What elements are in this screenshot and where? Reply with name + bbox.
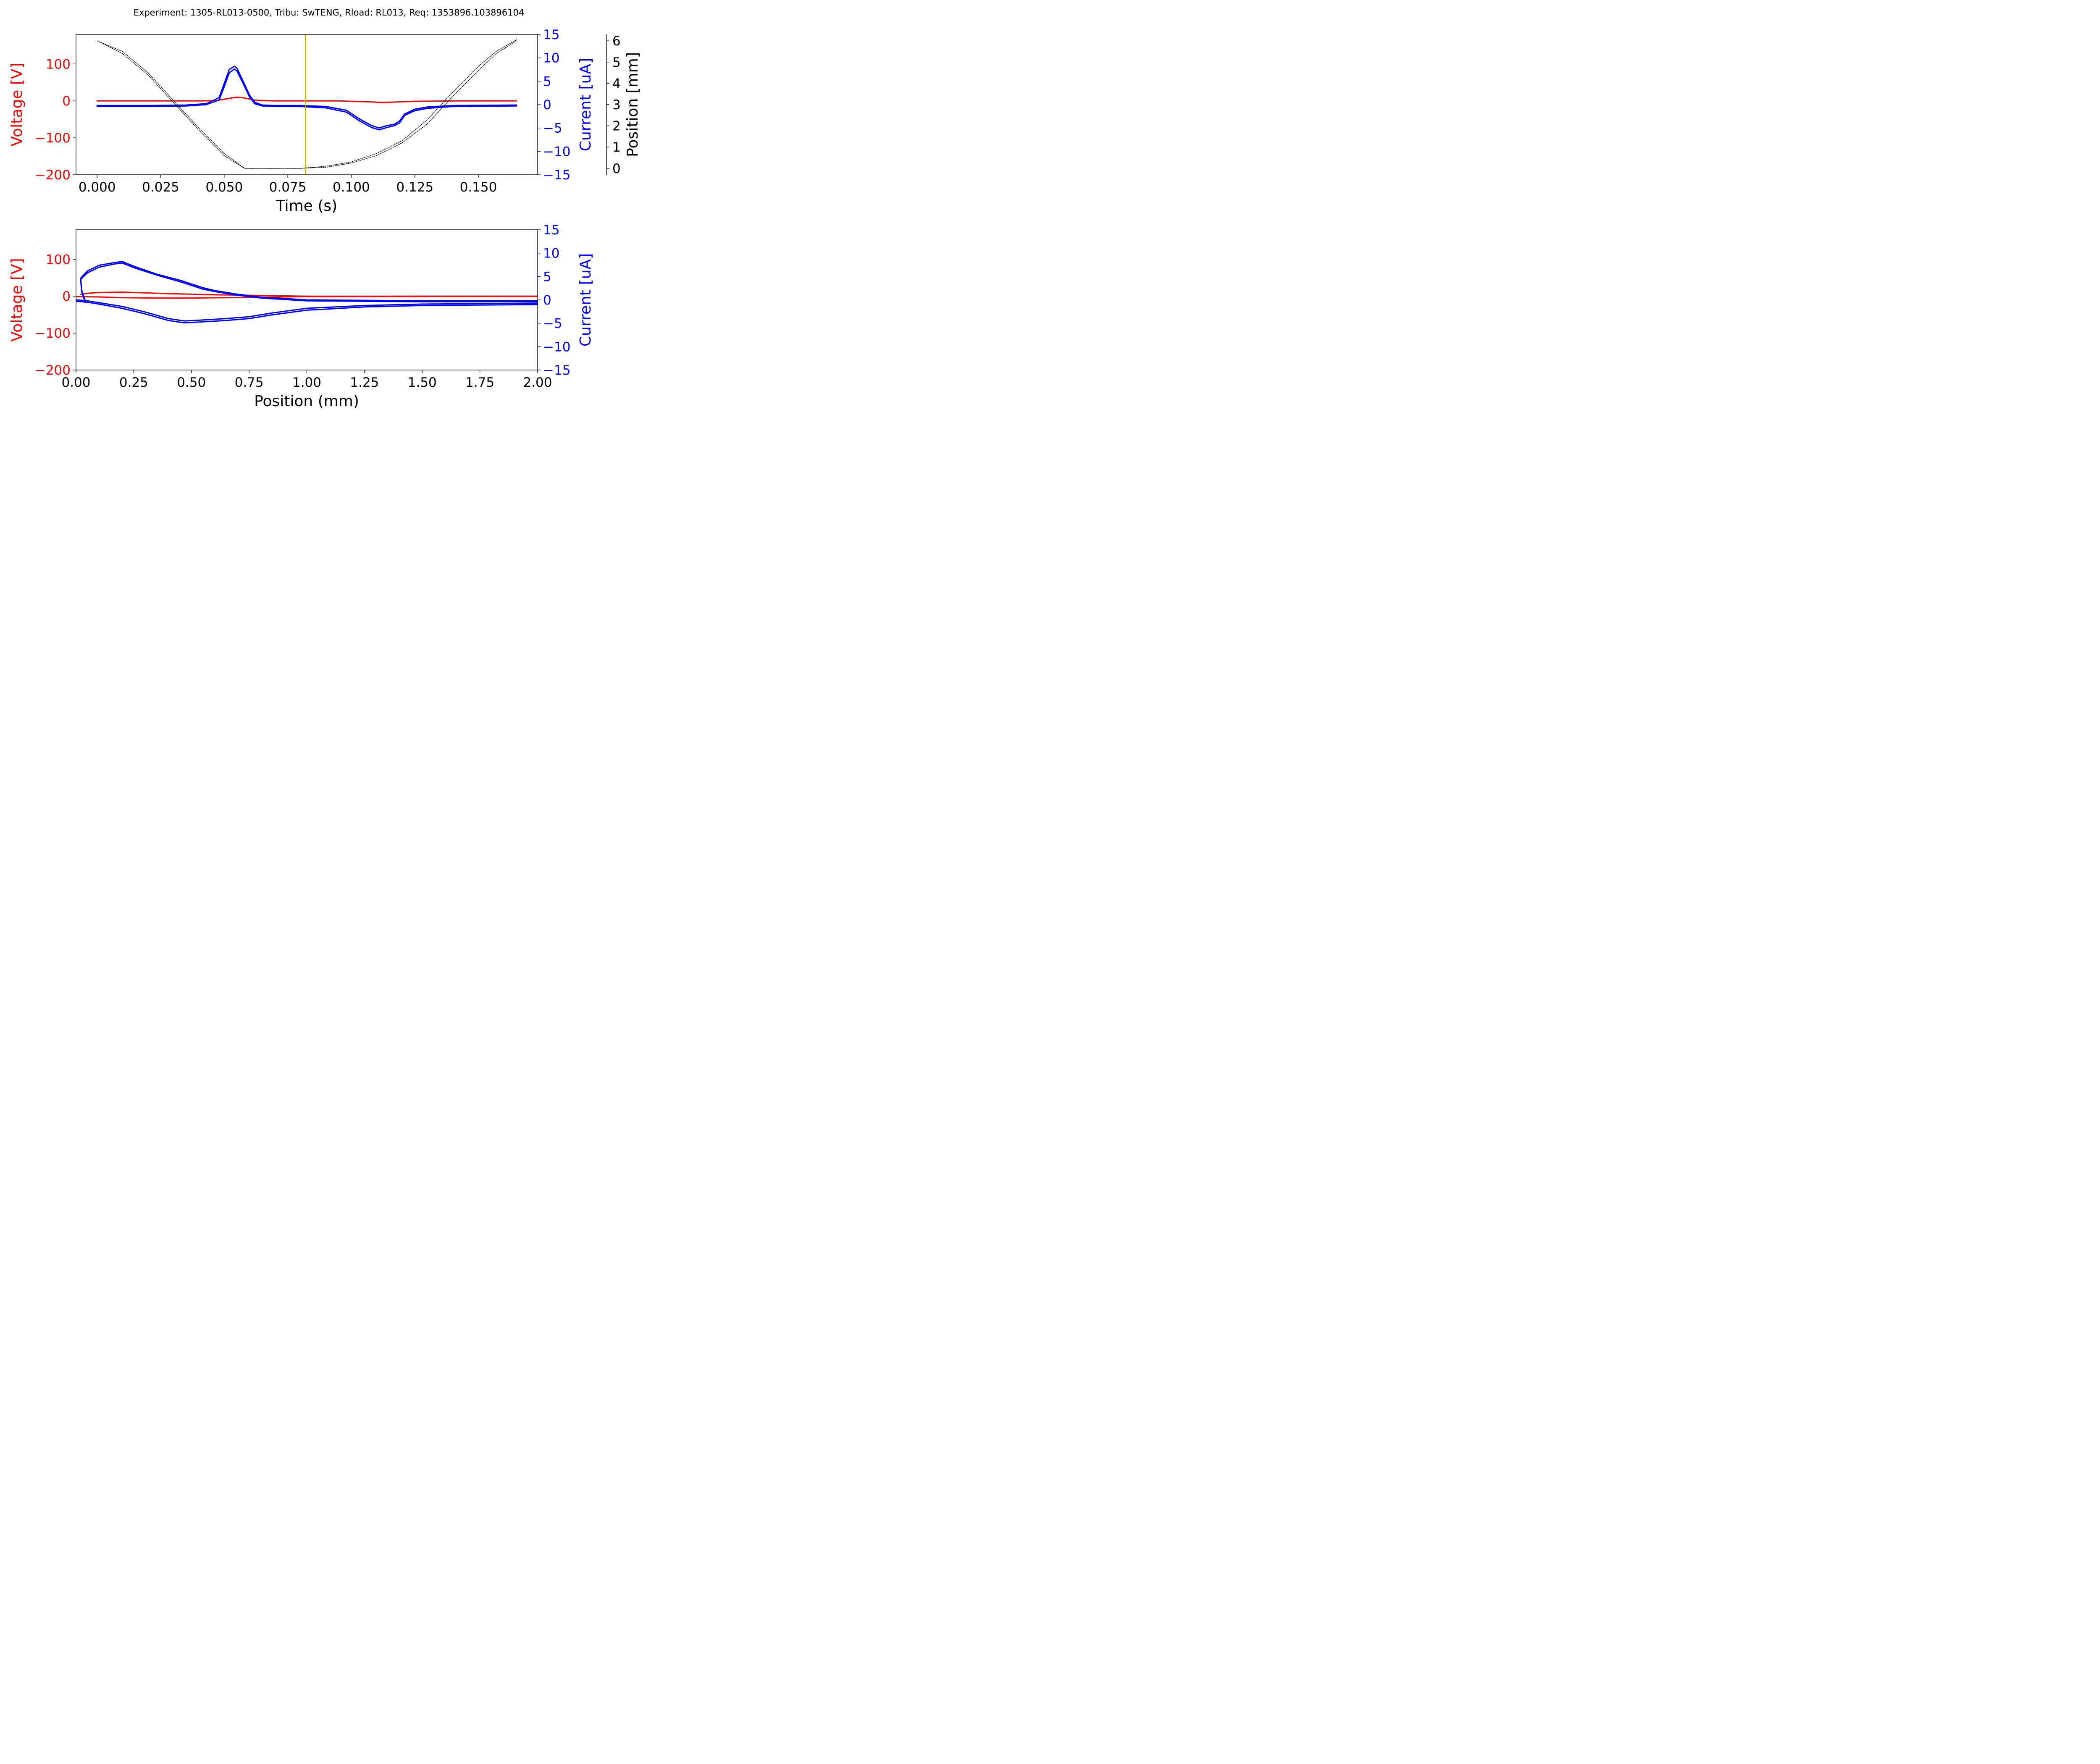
position-y-tick-label: 100 — [46, 252, 71, 267]
position-voltage-series-1 — [76, 295, 538, 299]
position-axis-tick-label: 3 — [612, 97, 621, 113]
position-y2-tick-label: 10 — [543, 246, 559, 261]
position-current-series-3 — [80, 262, 538, 303]
position-y2-axis-label: Current [uA] — [577, 253, 594, 346]
position-y-tick-label: 0 — [62, 289, 71, 304]
time-y-axis-label: Voltage [V] — [8, 63, 26, 146]
time-y2-tick-label: −15 — [543, 168, 570, 183]
position-current-series-2 — [80, 261, 538, 302]
position-y-tick-label: −200 — [35, 363, 71, 378]
figure-title: Experiment: 1305-RL013-0500, Tribu: SwTE… — [134, 8, 524, 18]
time-x-tick-label: 0.100 — [333, 180, 370, 195]
position-axis-tick-label: 4 — [612, 76, 621, 91]
time-position-series-4 — [97, 39, 517, 169]
time-plot-area — [76, 34, 538, 175]
time-position-series-3 — [97, 40, 517, 169]
position-y2-tick-label: −5 — [543, 316, 562, 331]
time-y-tick-label: −100 — [35, 131, 71, 146]
time-y2-tick-label: −10 — [543, 144, 570, 159]
figure: Experiment: 1305-RL013-0500, Tribu: SwTE… — [8, 8, 641, 410]
position-panel: 0.00 0.25 0.50 0.75 1.00 1.25 1.50 1.75 2.00 −20… — [8, 223, 594, 410]
position-y2-tick-label: 0 — [543, 293, 551, 308]
time-y3-axis-label: Position [mm] — [624, 52, 641, 157]
position-x-tick-label: 0.25 — [119, 375, 148, 390]
time-x-tick-label: 0.150 — [460, 180, 497, 195]
position-y2-tick-label: −15 — [543, 363, 570, 378]
position-y-axis-label: Voltage [V] — [8, 258, 26, 341]
time-x-tick-label: 0.000 — [79, 180, 116, 195]
position-x-tick-label: 1.50 — [408, 375, 437, 390]
time-y2-tick-label: 10 — [543, 51, 559, 66]
time-current-series-2 — [96, 68, 517, 131]
position-current-series-5 — [76, 300, 538, 324]
time-y-tick-label: 100 — [46, 57, 71, 72]
position-x-tick-label: 2.00 — [523, 375, 552, 390]
position-axis-tick-label: 2 — [612, 119, 621, 134]
position-y2-tick-label: 15 — [543, 223, 559, 238]
position-x-tick-label: 0.50 — [177, 375, 206, 390]
time-y2-tick-label: 15 — [543, 27, 559, 42]
position-y2-tick-label: 5 — [543, 269, 551, 284]
position-axis-tick-label: 5 — [612, 55, 621, 70]
position-x-tick-label: 0.00 — [61, 375, 90, 390]
position-x-tick-label: 1.75 — [465, 375, 494, 390]
time-x-tick-label: 0.050 — [205, 180, 243, 195]
position-y2-tick-label: −10 — [543, 339, 570, 354]
time-y2-axis-label: Current [uA] — [577, 58, 594, 151]
position-axis-tick-label: 1 — [612, 140, 621, 155]
position-current-series-4 — [76, 299, 538, 322]
position-x-tick-label: 0.75 — [235, 375, 264, 390]
position-x-axis-label: Position (mm) — [254, 393, 359, 410]
time-y-tick-label: −200 — [35, 168, 71, 183]
position-axis-tick-label: 0 — [612, 161, 621, 176]
time-x-tick-label: 0.025 — [142, 180, 179, 195]
time-current-series-1 — [96, 66, 517, 129]
position-x-tick-label: 1.00 — [292, 375, 321, 390]
position-axis-tick-label: 6 — [612, 34, 621, 49]
time-x-tick-label: 0.125 — [396, 180, 433, 195]
position-y-tick-label: −100 — [35, 326, 71, 341]
time-voltage-series-0 — [96, 96, 517, 103]
time-y2-tick-label: 5 — [543, 74, 551, 89]
time-x-axis-label: Time (s) — [276, 197, 337, 215]
time-y-tick-label: 0 — [62, 94, 71, 109]
time-x-tick-label: 0.075 — [269, 180, 307, 195]
time-y2-tick-label: 0 — [543, 97, 551, 113]
time-panel: 0.000 0.025 0.050 0.075 0.100 0.125 0.150 −200… — [8, 27, 641, 215]
position-x-tick-label: 1.25 — [350, 375, 379, 390]
time-y2-tick-label: −5 — [543, 121, 562, 136]
